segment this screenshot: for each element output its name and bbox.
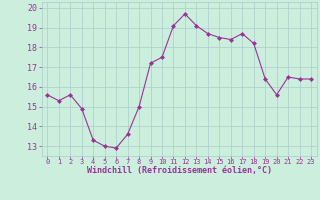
X-axis label: Windchill (Refroidissement éolien,°C): Windchill (Refroidissement éolien,°C) [87, 166, 272, 175]
